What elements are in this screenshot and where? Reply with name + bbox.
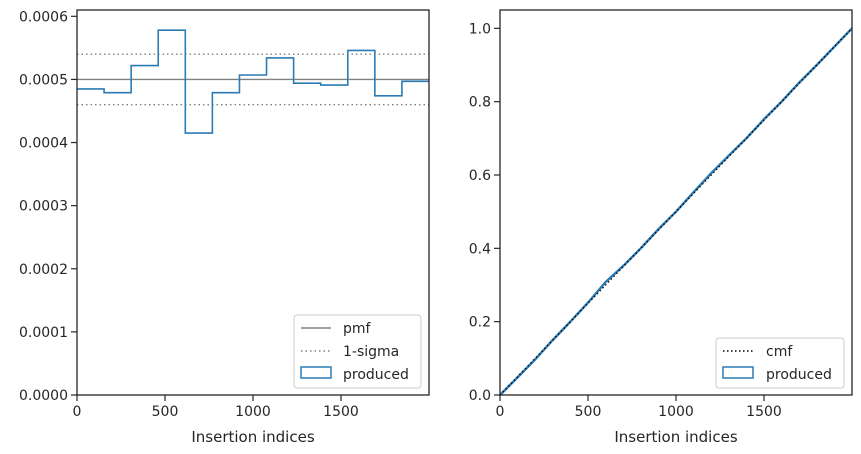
legend-pmf-label: pmf — [343, 321, 372, 337]
left-x-tick-label: 1000 — [235, 404, 271, 420]
right-y-tick-label: 1.0 — [469, 21, 491, 37]
left-axes-frame — [76, 9, 430, 396]
left-y-tick-label: 0.0001 — [19, 325, 68, 341]
pmf-histogram-panel: 0 500 1000 1500 0.0000 0.0001 0.0002 0.0003 0.00… — [19, 9, 430, 446]
right-x-tick-label: 500 — [575, 404, 602, 420]
left-y-tick-label: 0.0002 — [19, 262, 68, 278]
right-y-tick-label: 0.4 — [469, 241, 491, 257]
right-legend: cmf produced — [715, 337, 845, 389]
right-plot-area — [500, 10, 852, 395]
legend-produced-swatch-right — [722, 366, 754, 379]
left-x-tick-label: 500 — [152, 404, 179, 420]
legend-1-sigma-label: 1-sigma — [343, 344, 399, 360]
right-axes-frame — [499, 9, 853, 396]
right-y-tick-label: 0.0 — [469, 388, 491, 404]
right-x-tick-label: 1500 — [746, 404, 782, 420]
right-y-tick-label: 0.6 — [469, 168, 491, 184]
left-x-axis-label: Insertion indices — [191, 428, 314, 446]
right-ticks-group: 0 500 1000 1500 0.0 0.2 0.4 0.6 0.8 1.0 — [469, 21, 782, 420]
left-legend-box — [293, 314, 422, 389]
legend-cmf-label: cmf — [766, 344, 793, 360]
right-y-tick-label: 0.2 — [469, 315, 491, 331]
legend-produced-label: produced — [343, 367, 409, 383]
cmf-panel: 0 500 1000 1500 0.0 0.2 0.4 0.6 0.8 1.0 Insertion… — [469, 9, 853, 446]
legend-produced-swatch — [300, 366, 332, 379]
left-y-tick-label: 0.0004 — [19, 136, 68, 152]
left-y-tick-label: 0.0003 — [19, 199, 68, 215]
produced-step-histogram — [77, 29, 429, 134]
right-x-tick-label: 1000 — [658, 404, 694, 420]
left-legend: pmf 1-sigma produced — [293, 314, 422, 389]
left-y-tick-label: 0.0000 — [19, 388, 68, 404]
left-y-tick-label: 0.0006 — [19, 9, 68, 25]
right-y-tick-label: 0.8 — [469, 95, 491, 111]
right-x-axis-label: Insertion indices — [614, 428, 737, 446]
cmf-line — [499, 27, 853, 396]
left-x-tick-label: 0 — [73, 404, 82, 420]
legend-produced-label-right: produced — [766, 367, 832, 383]
right-series-group — [499, 27, 853, 396]
right-x-tick-label: 0 — [496, 404, 505, 420]
left-y-tick-label: 0.0005 — [19, 72, 68, 88]
left-x-tick-label: 1500 — [323, 404, 359, 420]
left-ticks-group: 0 500 1000 1500 0.0000 0.0001 0.0002 0.0003 0.00… — [19, 9, 359, 420]
left-series-group — [77, 29, 429, 134]
